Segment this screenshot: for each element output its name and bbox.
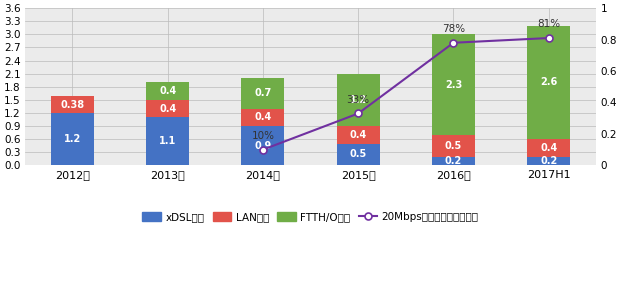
Bar bbox=[51, 113, 94, 165]
Text: 10%: 10% bbox=[252, 131, 274, 141]
Text: 1.2: 1.2 bbox=[64, 134, 81, 144]
Text: 0.5: 0.5 bbox=[350, 149, 367, 159]
Text: 78%: 78% bbox=[442, 24, 465, 34]
Text: 0.4: 0.4 bbox=[159, 104, 176, 114]
Text: 0.7: 0.7 bbox=[254, 88, 271, 98]
Bar bbox=[527, 26, 570, 139]
Bar bbox=[432, 34, 475, 135]
Text: 0.2: 0.2 bbox=[445, 156, 462, 166]
Text: 33%: 33% bbox=[347, 95, 369, 105]
Bar bbox=[527, 139, 570, 157]
Text: 0.9: 0.9 bbox=[254, 141, 271, 151]
Text: 0.4: 0.4 bbox=[540, 143, 558, 153]
Bar bbox=[242, 126, 284, 165]
Bar bbox=[432, 157, 475, 165]
Text: 1.1: 1.1 bbox=[159, 136, 176, 146]
Bar bbox=[51, 96, 94, 113]
Bar bbox=[242, 78, 284, 109]
Bar bbox=[146, 82, 189, 100]
Text: 2.3: 2.3 bbox=[445, 80, 462, 89]
Bar bbox=[337, 144, 379, 165]
Bar bbox=[527, 157, 570, 165]
Text: 0.4: 0.4 bbox=[350, 130, 367, 140]
Text: 0.4: 0.4 bbox=[159, 86, 176, 96]
Text: 0.38: 0.38 bbox=[60, 100, 84, 110]
Bar bbox=[146, 117, 189, 165]
Text: 2.6: 2.6 bbox=[540, 78, 558, 87]
Text: 0.5: 0.5 bbox=[445, 141, 462, 151]
Text: 0.2: 0.2 bbox=[540, 156, 558, 166]
Bar bbox=[337, 126, 379, 144]
Text: 81%: 81% bbox=[537, 19, 560, 29]
Bar bbox=[146, 100, 189, 117]
Text: 0.4: 0.4 bbox=[254, 112, 271, 122]
Bar bbox=[432, 135, 475, 157]
Bar bbox=[337, 74, 379, 126]
Bar bbox=[242, 109, 284, 126]
Legend: xDSL用户, LAN用户, FTTH/O用户, 20Mbps及以上宽带用户占比: xDSL用户, LAN用户, FTTH/O用户, 20Mbps及以上宽带用户占比 bbox=[138, 208, 483, 226]
Text: 1.2: 1.2 bbox=[350, 95, 367, 105]
